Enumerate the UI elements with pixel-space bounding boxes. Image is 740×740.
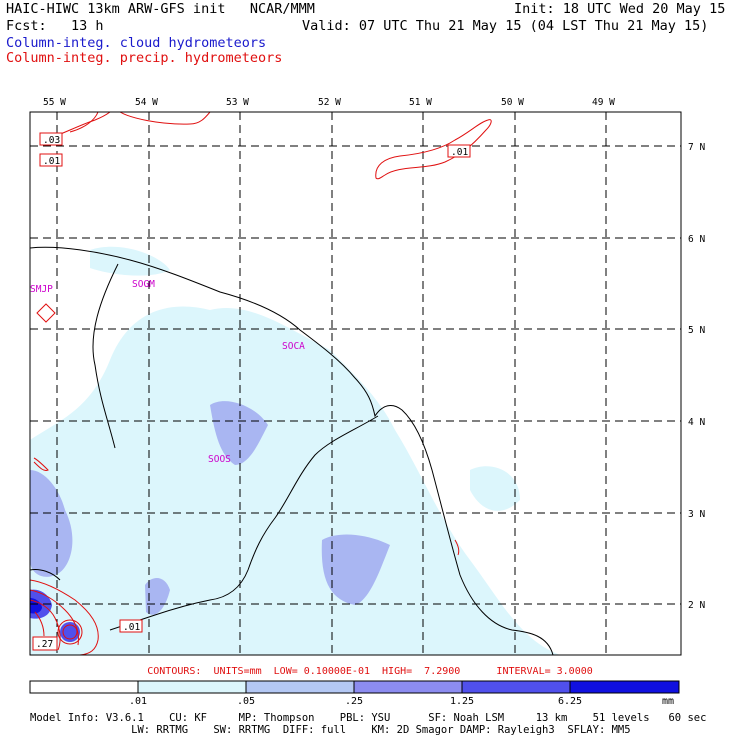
lon-label: 55 W xyxy=(43,97,66,108)
colorbar-bin xyxy=(138,681,246,693)
contour-info: CONTOURS: UNITS=mm LOW= 0.10000E-01 HIGH… xyxy=(0,666,740,677)
contour-label: .27 xyxy=(36,639,53,650)
colorbar-value: .01 xyxy=(129,696,147,707)
lon-label: 53 W xyxy=(226,97,249,108)
colorbar-value: .05 xyxy=(237,696,255,707)
model-info-line1: Model Info: V3.6.1 CU: KF MP: Thompson P… xyxy=(30,712,706,724)
colorbar-value: 6.25 xyxy=(558,696,582,707)
lat-label: 4 N xyxy=(688,417,705,428)
lon-label: 52 W xyxy=(318,97,341,108)
lat-labels: 7 N 6 N 5 N 4 N 3 N 2 N xyxy=(688,142,705,611)
contour-label: .01 xyxy=(451,147,468,158)
colorbar-bin xyxy=(462,681,570,693)
contour-label: .01 xyxy=(43,156,60,167)
cloud-area-offshore xyxy=(470,466,520,511)
contour-label: .01 xyxy=(123,622,140,633)
station-label-smjp: SMJP xyxy=(30,284,53,295)
lat-label: 6 N xyxy=(688,234,705,245)
station-label-soos: SOOS xyxy=(208,454,231,465)
shaded-fields xyxy=(30,112,681,655)
lat-label: 5 N xyxy=(688,325,705,336)
lon-label: 50 W xyxy=(501,97,524,108)
colorbar-bin xyxy=(246,681,354,693)
lon-label: 54 W xyxy=(135,97,158,108)
colorbar-units: mm xyxy=(662,696,674,707)
colorbar-value: .25 xyxy=(345,696,363,707)
station-marker-smjp xyxy=(37,304,55,322)
lon-labels: 55 W 54 W 53 W 52 W 51 W 50 W 49 W xyxy=(43,97,615,108)
station-label-sogm: SOGM xyxy=(132,279,155,290)
lat-label: 3 N xyxy=(688,509,705,520)
lon-label: 51 W xyxy=(409,97,432,108)
lat-label: 7 N xyxy=(688,142,705,153)
cloud-area-north xyxy=(90,247,170,276)
stations xyxy=(37,304,55,322)
colorbar-value: 1.25 xyxy=(450,696,474,707)
contour-label: .03 xyxy=(43,135,60,146)
colorbar-bin xyxy=(354,681,462,693)
lon-label: 49 W xyxy=(592,97,615,108)
colorbar-bin xyxy=(30,681,138,693)
lat-label: 2 N xyxy=(688,600,705,611)
station-label-soca: SOCA xyxy=(282,341,305,352)
model-info-line2: LW: RRTMG SW: RRTMG DIFF: full KM: 2D Sm… xyxy=(30,724,631,736)
colorbar-bin xyxy=(570,681,679,693)
colorbar xyxy=(30,681,679,693)
